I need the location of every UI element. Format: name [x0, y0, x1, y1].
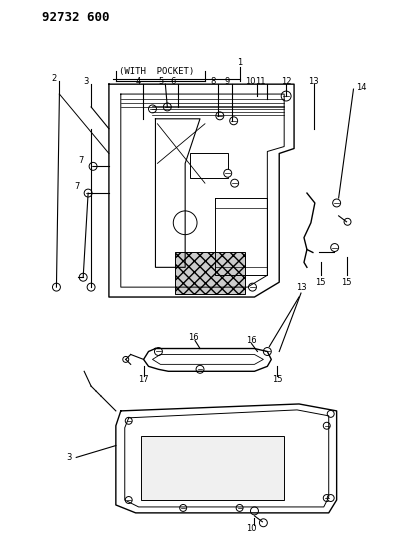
Text: 14: 14 [356, 83, 366, 92]
Circle shape [53, 283, 60, 291]
Text: 5: 5 [158, 77, 163, 86]
Circle shape [332, 199, 340, 207]
Text: 2: 2 [51, 74, 56, 83]
Circle shape [248, 283, 256, 291]
Bar [140, 435, 284, 500]
Bar [175, 253, 244, 294]
Circle shape [163, 103, 171, 111]
Text: 16: 16 [187, 333, 198, 342]
Circle shape [326, 410, 333, 417]
Text: 12: 12 [280, 77, 291, 86]
Circle shape [79, 273, 87, 281]
Text: 3: 3 [66, 453, 71, 462]
Text: 10: 10 [244, 77, 255, 86]
Text: 13: 13 [308, 77, 318, 86]
Text: 3: 3 [83, 77, 89, 86]
Text: 9: 9 [224, 77, 229, 86]
Circle shape [330, 244, 338, 252]
Text: 7: 7 [74, 182, 79, 191]
Circle shape [196, 365, 203, 373]
Circle shape [230, 179, 238, 187]
Circle shape [148, 105, 156, 113]
Text: 7: 7 [78, 156, 83, 165]
Circle shape [87, 283, 95, 291]
Circle shape [89, 163, 97, 171]
Circle shape [322, 422, 329, 429]
Circle shape [125, 417, 132, 424]
Text: 4: 4 [135, 77, 140, 86]
Circle shape [154, 348, 162, 356]
Text: 10: 10 [246, 524, 256, 533]
Circle shape [343, 219, 350, 225]
Text: 15: 15 [315, 278, 325, 287]
Circle shape [235, 504, 243, 511]
Circle shape [322, 495, 329, 502]
Circle shape [215, 112, 223, 120]
Text: 11: 11 [254, 77, 265, 86]
Text: 13: 13 [295, 282, 306, 292]
Text: 92732 600: 92732 600 [41, 11, 109, 25]
Text: 16: 16 [245, 336, 256, 345]
Text: 15: 15 [340, 278, 351, 287]
Circle shape [250, 507, 258, 515]
Circle shape [263, 348, 271, 356]
Circle shape [122, 357, 128, 362]
Circle shape [223, 169, 231, 177]
Bar [190, 154, 227, 178]
Circle shape [84, 189, 92, 197]
Text: 6: 6 [170, 77, 176, 86]
Text: 17: 17 [138, 375, 148, 384]
Circle shape [179, 504, 186, 511]
Circle shape [259, 519, 267, 527]
Text: 15: 15 [271, 375, 282, 384]
Text: (WITH  POCKET): (WITH POCKET) [119, 67, 194, 76]
Circle shape [125, 497, 132, 504]
Circle shape [326, 495, 333, 502]
Circle shape [281, 91, 290, 101]
Text: 1: 1 [237, 58, 242, 67]
Circle shape [229, 117, 237, 125]
Text: 8: 8 [210, 77, 215, 86]
